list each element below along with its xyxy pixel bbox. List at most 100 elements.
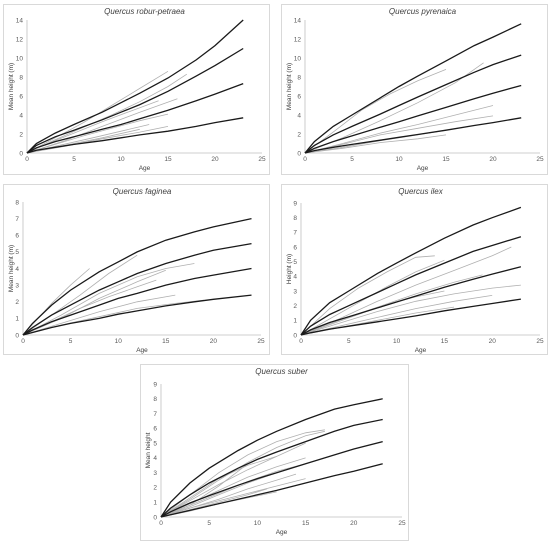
y-axis-title: Mean height (m): [8, 63, 15, 110]
site-index-guide-curve: [160, 418, 383, 518]
y-tick-label: 0: [15, 332, 19, 339]
site-index-guide-curve: [22, 217, 252, 336]
y-tick-label: 9: [293, 200, 297, 207]
observed-growth-line: [304, 134, 447, 154]
site-index-guide-curve: [26, 82, 244, 154]
x-tick-label: 20: [211, 156, 219, 163]
x-tick-label: 5: [72, 156, 76, 163]
y-tick-label: 10: [16, 55, 24, 62]
site-index-guide-curve: [22, 242, 252, 336]
observed-growth-line: [22, 294, 176, 336]
observed-growth-line: [300, 255, 435, 336]
y-axis-title: Mean height (m): [8, 245, 15, 292]
panel-title: Quercus pyrenaica: [389, 7, 457, 16]
y-tick-label: 2: [293, 303, 297, 310]
x-tick-label: 15: [302, 520, 310, 527]
panel-title: Quercus robur-petraea: [104, 7, 185, 16]
site-index-guide-curve: [304, 84, 522, 154]
site-index-guide-curve: [160, 463, 383, 518]
x-tick-label: 0: [21, 338, 25, 345]
y-tick-label: 6: [153, 426, 157, 433]
x-tick-label: 10: [254, 520, 262, 527]
x-axis-title: Age: [276, 529, 288, 536]
site-index-guide-curve: [160, 398, 383, 518]
x-tick-label: 5: [350, 156, 354, 163]
observed-growth-line: [160, 478, 306, 518]
y-tick-label: 8: [297, 74, 301, 81]
site-index-guide-curve: [304, 23, 522, 154]
x-tick-label: 10: [393, 338, 401, 345]
site-index-guide-curve: [160, 440, 383, 518]
site-index-guide-curve: [26, 47, 244, 154]
x-tick-label: 20: [210, 338, 218, 345]
y-tick-label: 3: [153, 470, 157, 477]
y-tick-label: 5: [293, 259, 297, 266]
x-tick-label: 20: [350, 520, 358, 527]
y-tick-label: 0: [293, 332, 297, 339]
y-tick-label: 7: [153, 411, 157, 418]
y-tick-label: 7: [293, 230, 297, 237]
x-axis-title: Age: [136, 347, 148, 354]
x-tick-label: 10: [115, 338, 123, 345]
x-tick-label: 15: [162, 338, 170, 345]
y-tick-label: 2: [15, 299, 19, 306]
site-index-guide-curve: [300, 236, 522, 336]
observed-growth-line: [304, 69, 447, 154]
y-tick-label: 0: [19, 150, 23, 157]
y-tick-label: 12: [294, 36, 302, 43]
y-tick-label: 4: [297, 112, 301, 119]
chart-panel-4: Quercus ilex 0 5 10 15 20 25 0 1 2 3 4 5 6 7 8 9 Age Heigh…: [281, 184, 548, 355]
observed-growth-line: [26, 113, 169, 154]
y-tick-label: 14: [16, 17, 24, 24]
observed-growth-line: [26, 126, 169, 154]
x-tick-label: 15: [164, 156, 172, 163]
x-tick-label: 10: [395, 156, 403, 163]
y-tick-label: 0: [297, 150, 301, 157]
observed-growth-line: [304, 105, 494, 154]
y-tick-label: 14: [294, 17, 302, 24]
y-tick-label: 10: [294, 55, 302, 62]
observed-growth-line: [300, 246, 512, 336]
y-tick-label: 5: [153, 440, 157, 447]
x-tick-label: 25: [536, 156, 544, 163]
observed-growth-line: [160, 463, 249, 518]
observed-growth-line: [300, 295, 493, 336]
observed-growth-line: [22, 263, 195, 336]
x-tick-label: 15: [441, 338, 449, 345]
chart-panel-1: Quercus robur-petraea 0 5 10 15 20 25 0 2 4 6 8 10 12…: [3, 4, 270, 175]
y-tick-label: 3: [15, 282, 19, 289]
y-tick-label: 2: [19, 131, 23, 138]
x-axis-title: Age: [417, 165, 429, 172]
y-tick-label: 6: [19, 93, 23, 100]
y-tick-label: 6: [293, 244, 297, 251]
panel-frame: [3, 184, 270, 355]
x-axis-title: Age: [415, 347, 427, 354]
chart-panel-5: Quercus suber 0 5 10 15 20 25 0 1 2 3 4 5 6 7 8 9 Age Mean…: [140, 364, 409, 541]
site-index-guide-curve: [22, 267, 252, 336]
x-axis-title: Age: [139, 165, 151, 172]
y-tick-label: 6: [15, 233, 19, 240]
y-tick-label: 8: [19, 74, 23, 81]
observed-growth-line: [160, 442, 306, 518]
y-tick-label: 4: [15, 266, 19, 273]
observed-growth-line: [160, 430, 325, 518]
x-tick-label: 0: [299, 338, 303, 345]
site-index-guide-curve: [304, 54, 522, 154]
x-tick-label: 10: [117, 156, 125, 163]
y-tick-label: 7: [15, 216, 19, 223]
site-index-guide-curve: [300, 298, 521, 336]
y-tick-label: 1: [293, 318, 297, 325]
y-tick-label: 2: [153, 485, 157, 492]
panel-title: Quercus faginea: [113, 187, 172, 196]
y-tick-label: 2: [297, 131, 301, 138]
y-tick-label: 3: [293, 288, 297, 295]
observed-growth-line: [304, 115, 494, 154]
y-axis-title: Mean height: [145, 432, 152, 468]
y-tick-label: 5: [15, 249, 19, 256]
x-tick-label: 25: [398, 520, 406, 527]
y-tick-label: 0: [153, 514, 157, 521]
y-tick-label: 1: [153, 500, 157, 507]
x-tick-label: 20: [489, 156, 497, 163]
x-tick-label: 25: [258, 156, 266, 163]
